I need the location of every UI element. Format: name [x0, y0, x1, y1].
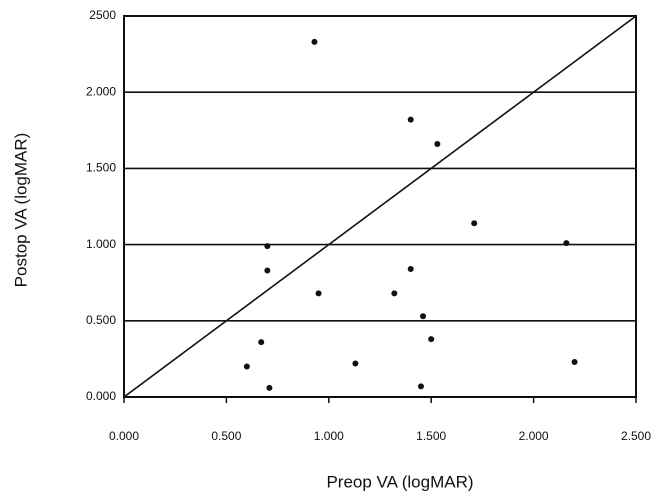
point — [243, 363, 250, 370]
point — [311, 38, 318, 45]
point — [417, 383, 424, 390]
point — [264, 267, 271, 274]
point — [407, 265, 414, 272]
point — [407, 116, 414, 123]
y-tick-label: 1.500 — [86, 161, 116, 175]
y-tick-label: 1.000 — [86, 237, 116, 251]
y-tick-label: 2500 — [89, 8, 116, 22]
x-tick-label: 2.000 — [519, 429, 549, 443]
point — [420, 313, 427, 320]
y-tick-label: 0.000 — [86, 389, 116, 403]
point — [434, 141, 441, 148]
point — [352, 360, 359, 367]
x-axis-title: Preop VA (logMAR) — [326, 472, 473, 491]
identity-line — [123, 15, 637, 398]
x-tick-label: 2.500 — [621, 429, 651, 443]
point — [258, 339, 265, 346]
point — [266, 384, 273, 391]
x-tick-label: 0.000 — [109, 429, 139, 443]
point — [428, 336, 435, 343]
x-tick-label: 0.500 — [211, 429, 241, 443]
y-tick-label: 0.500 — [86, 313, 116, 327]
point — [264, 243, 271, 250]
point — [471, 220, 478, 227]
point — [315, 290, 322, 297]
point — [391, 290, 398, 297]
point — [571, 358, 578, 365]
point — [563, 240, 570, 247]
x-tick-label: 1.000 — [314, 429, 344, 443]
y-tick-label: 2.000 — [86, 84, 116, 98]
x-tick-label: 1.500 — [416, 429, 446, 443]
y-axis-title: Postop VA (logMAR) — [11, 133, 30, 288]
